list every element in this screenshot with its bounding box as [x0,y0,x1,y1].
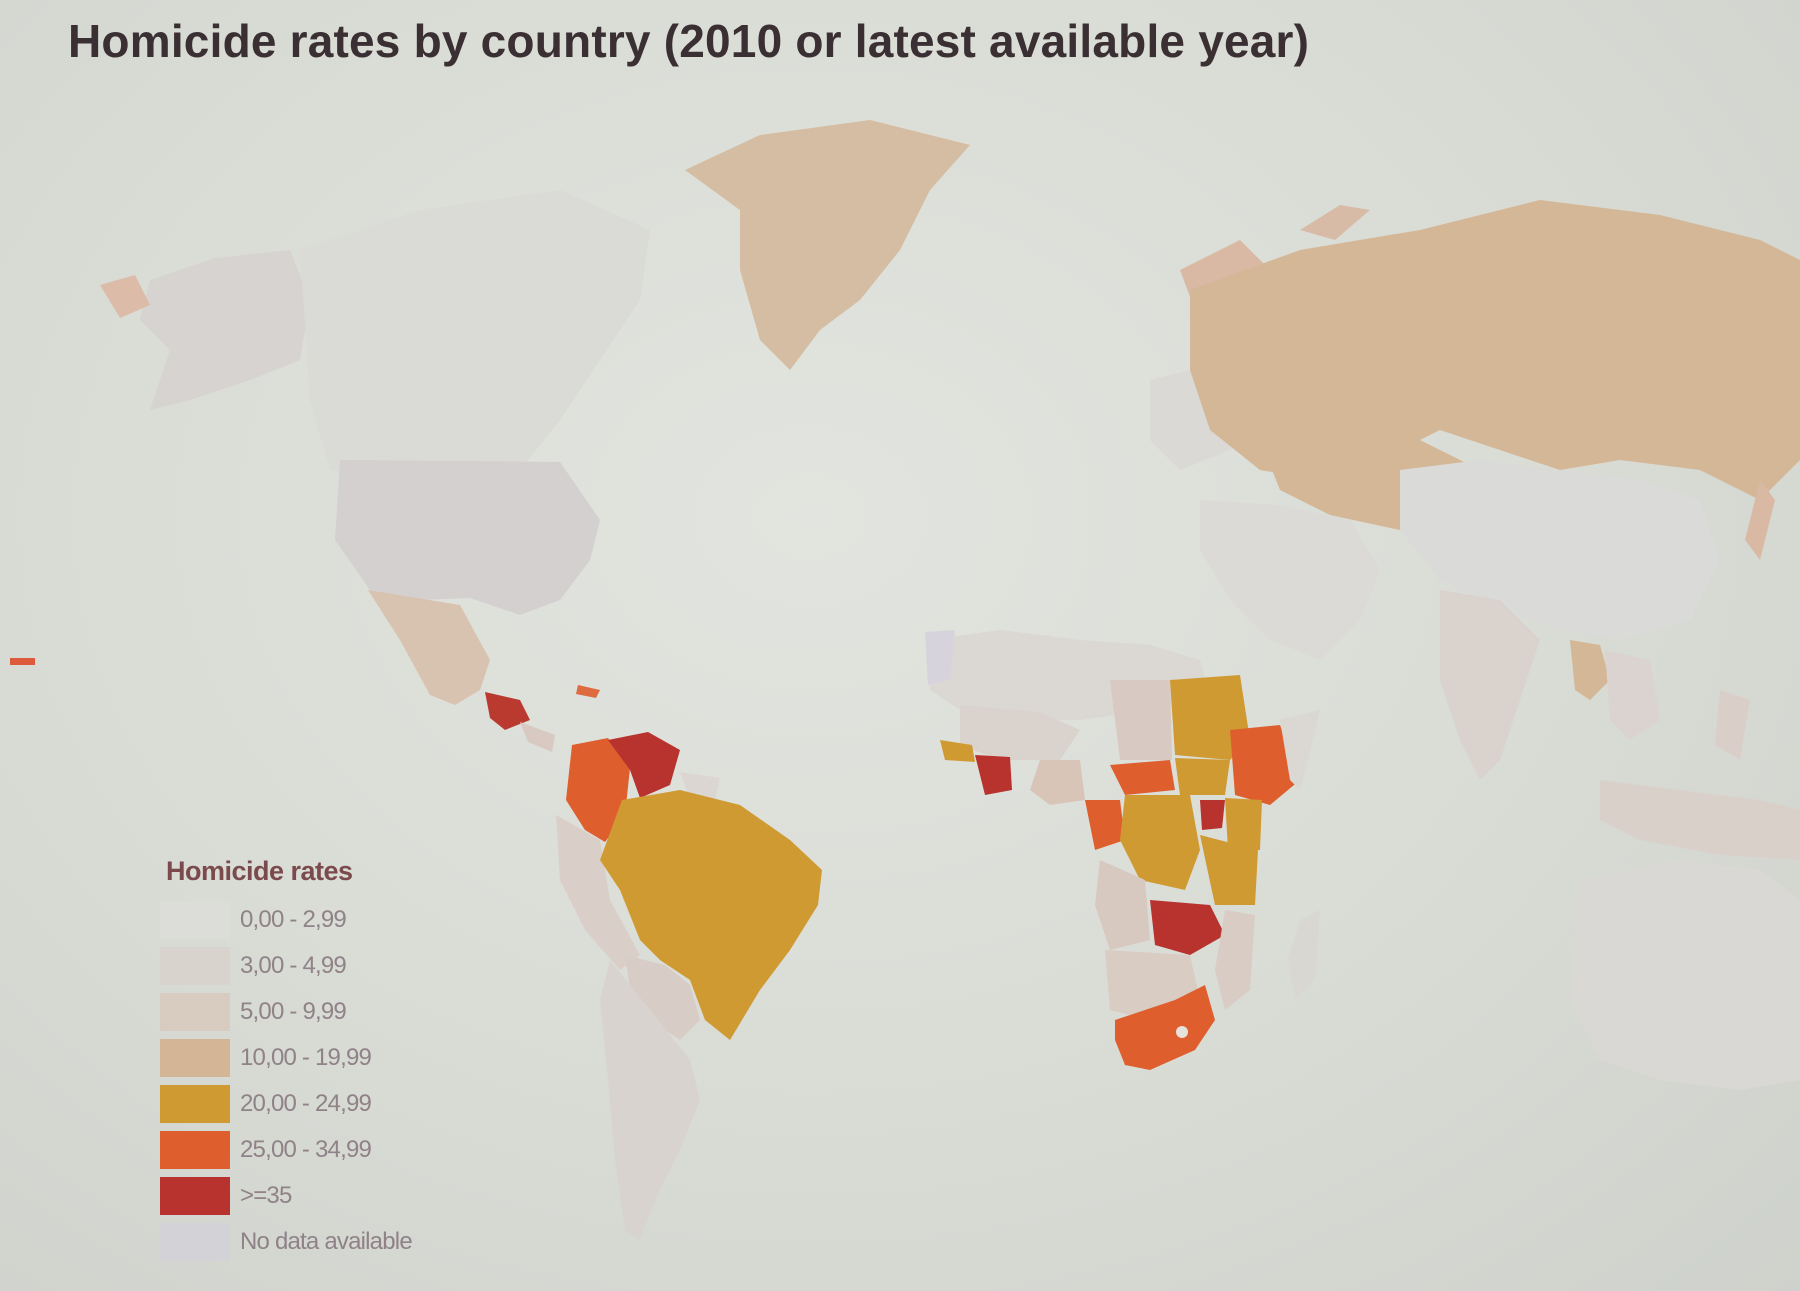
region-india [1440,590,1540,780]
legend-swatch [160,1177,230,1215]
region-alaska [140,250,310,410]
region-south-africa [1115,985,1215,1070]
legend-label: 10,00 - 19,99 [240,1044,372,1071]
region-ethiopia [1230,725,1300,805]
legend-swatch [160,1223,230,1261]
region-somalia [1280,710,1320,790]
region-bolivia-paraguay [625,955,700,1040]
legend-label: No data available [240,1228,413,1255]
region-novaya-zemlya [1300,205,1370,240]
region-mozambique [1215,910,1255,1010]
region-western-sahara [925,630,955,685]
legend-swatch [160,993,230,1031]
region-uganda-rwanda [1200,800,1225,830]
region-greenland [685,120,970,370]
region-middle-east [1200,500,1380,660]
legend-label: 25,00 - 34,99 [240,1136,372,1163]
region-central-america [485,692,530,730]
region-nigeria [1030,760,1085,805]
region-gabon-congo [1085,800,1125,850]
region-usa [335,460,600,615]
legend-item: 25,00 - 34,99 [160,1127,490,1173]
region-philippines [1715,690,1750,760]
legend-label: 3,00 - 4,99 [240,952,347,979]
legend-item: 10,00 - 19,99 [160,1035,490,1081]
legend-swatch [160,947,230,985]
map-legend: Homicide rates 0,00 - 2,99 3,00 - 4,99 5… [160,856,490,1265]
region-drc [1120,795,1200,890]
region-angola [1095,860,1150,950]
region-madagascar [1288,910,1320,1000]
legend-swatch [160,1131,230,1169]
region-venezuela [608,732,680,798]
map-title: Homicide rates by country (2010 or lates… [68,15,1310,67]
region-mali-niger [960,705,1080,760]
region-cote-divoire [975,755,1012,795]
region-indochina [1605,650,1660,740]
legend-label: 20,00 - 24,99 [240,1090,372,1117]
region-canada [300,190,650,480]
region-hawaii [10,658,35,665]
region-panama [520,722,555,752]
legend-swatch [160,1085,230,1123]
legend-label: 0,00 - 2,99 [240,906,347,933]
region-car [1110,760,1175,795]
legend-item: No data available [160,1219,490,1265]
region-brazil [600,790,822,1040]
region-japan [1745,480,1775,560]
region-lesotho [1176,1026,1188,1038]
region-australia [1570,860,1800,1090]
region-aleutian [100,275,150,318]
region-caribbean [576,685,600,698]
legend-item: 3,00 - 4,99 [160,943,490,989]
region-mexico [368,590,490,705]
region-myanmar-thailand [1570,640,1610,700]
legend-label: 5,00 - 9,99 [240,998,347,1025]
legend-swatch [160,901,230,939]
legend-title: Homicide rates [166,856,353,886]
legend-item: 5,00 - 9,99 [160,989,490,1035]
region-guinea [940,740,975,762]
region-chad [1110,680,1172,760]
region-indonesia [1600,780,1800,860]
region-russia [1190,200,1800,500]
region-sudan [1170,675,1250,760]
region-ecuador-peru [556,815,640,970]
region-kenya [1225,798,1262,850]
legend-swatch [160,1039,230,1077]
legend-item: 20,00 - 24,99 [160,1081,490,1127]
legend-item: >=35 [160,1173,490,1219]
legend-label: >=35 [240,1182,292,1209]
region-argentina-chile [600,960,700,1240]
region-colombia [566,738,630,842]
legend-item: 0,00 - 2,99 [160,897,490,943]
region-zambia [1150,900,1225,955]
region-tanzania [1200,835,1258,905]
region-china [1400,460,1720,640]
region-south-sudan [1175,758,1230,795]
